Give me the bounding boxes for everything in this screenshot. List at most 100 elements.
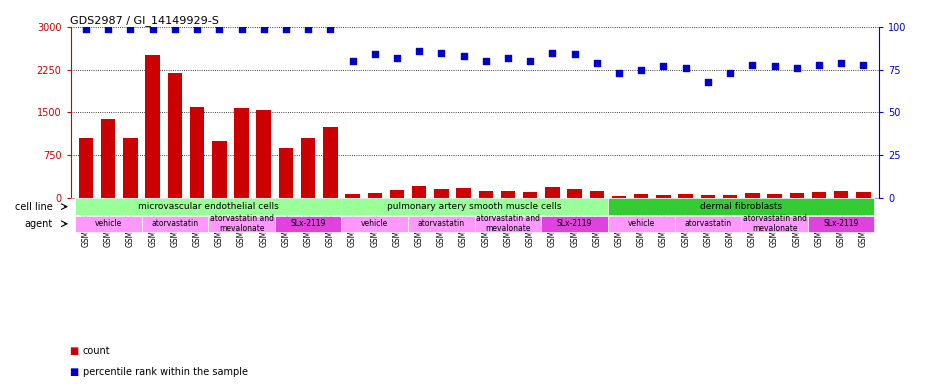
Bar bbox=[767, 194, 782, 198]
Bar bbox=[301, 138, 315, 198]
Point bbox=[145, 25, 160, 31]
Bar bbox=[723, 195, 737, 198]
Bar bbox=[234, 109, 249, 198]
Bar bbox=[589, 191, 604, 198]
Point bbox=[167, 25, 182, 31]
Bar bbox=[274, 215, 341, 232]
Bar bbox=[278, 149, 293, 198]
Bar bbox=[101, 119, 116, 198]
Bar bbox=[212, 141, 227, 198]
Text: atorvastatin and
mevalonate: atorvastatin and mevalonate bbox=[476, 214, 540, 233]
Point bbox=[278, 25, 293, 31]
Bar bbox=[341, 215, 408, 232]
Bar bbox=[475, 215, 541, 232]
Bar bbox=[75, 199, 341, 215]
Point bbox=[389, 55, 404, 61]
Text: atorvastatin: atorvastatin bbox=[417, 219, 465, 228]
Bar bbox=[478, 191, 493, 198]
Point bbox=[523, 58, 538, 64]
Bar bbox=[323, 127, 337, 198]
Text: ■: ■ bbox=[70, 346, 83, 356]
Point bbox=[589, 60, 604, 66]
Bar bbox=[75, 215, 142, 232]
Bar bbox=[608, 199, 874, 215]
Point bbox=[656, 63, 671, 70]
Bar bbox=[545, 187, 559, 198]
Text: atorvastatin and
mevalonate: atorvastatin and mevalonate bbox=[210, 214, 274, 233]
Bar bbox=[612, 196, 626, 198]
Bar bbox=[345, 194, 360, 198]
Bar bbox=[790, 193, 804, 198]
Bar bbox=[457, 189, 471, 198]
Point bbox=[678, 65, 693, 71]
Point bbox=[412, 48, 427, 54]
Point bbox=[790, 65, 805, 71]
Bar bbox=[167, 73, 182, 198]
Point bbox=[101, 25, 116, 31]
Point bbox=[834, 60, 849, 66]
Point bbox=[811, 61, 826, 68]
Bar bbox=[408, 215, 475, 232]
Bar bbox=[541, 215, 608, 232]
Bar bbox=[834, 191, 849, 198]
Text: atorvastatin: atorvastatin bbox=[151, 219, 198, 228]
Bar bbox=[634, 194, 649, 198]
Point bbox=[322, 25, 337, 31]
Bar bbox=[368, 193, 382, 198]
Bar bbox=[608, 215, 675, 232]
Bar bbox=[123, 138, 137, 198]
Bar bbox=[679, 194, 693, 198]
Bar bbox=[434, 189, 448, 198]
Point bbox=[723, 70, 738, 76]
Text: vehicle: vehicle bbox=[361, 219, 388, 228]
Bar bbox=[190, 107, 204, 198]
Point bbox=[478, 58, 494, 64]
Text: dermal fibroblasts: dermal fibroblasts bbox=[700, 202, 782, 211]
Point bbox=[612, 70, 627, 76]
Text: SLx-2119: SLx-2119 bbox=[557, 219, 592, 228]
Bar bbox=[146, 55, 160, 198]
Point bbox=[567, 51, 582, 57]
Bar bbox=[79, 138, 93, 198]
Bar bbox=[341, 199, 608, 215]
Point bbox=[301, 25, 316, 31]
Point bbox=[212, 25, 227, 31]
Bar bbox=[745, 193, 760, 198]
Point bbox=[234, 25, 249, 31]
Text: SLx-2119: SLx-2119 bbox=[290, 219, 326, 228]
Point bbox=[767, 63, 782, 70]
Bar bbox=[523, 192, 538, 198]
Point bbox=[345, 58, 360, 64]
Text: microvascular endothelial cells: microvascular endothelial cells bbox=[138, 202, 278, 211]
Text: count: count bbox=[83, 346, 110, 356]
Text: agent: agent bbox=[24, 219, 53, 229]
Text: atorvastatin: atorvastatin bbox=[684, 219, 731, 228]
Bar bbox=[856, 192, 870, 198]
Point bbox=[123, 25, 138, 31]
Bar bbox=[656, 195, 671, 198]
Bar bbox=[390, 190, 404, 198]
Point bbox=[79, 25, 94, 31]
Point bbox=[700, 79, 715, 85]
Point bbox=[545, 50, 560, 56]
Bar bbox=[257, 110, 271, 198]
Bar bbox=[700, 195, 715, 198]
Point bbox=[434, 50, 449, 56]
Point bbox=[634, 66, 649, 73]
Point bbox=[855, 61, 870, 68]
Text: atorvastatin and
mevalonate: atorvastatin and mevalonate bbox=[743, 214, 807, 233]
Text: pulmonary artery smooth muscle cells: pulmonary artery smooth muscle cells bbox=[387, 202, 562, 211]
Text: GDS2987 / GI_14149929-S: GDS2987 / GI_14149929-S bbox=[70, 15, 219, 26]
Point bbox=[368, 51, 383, 57]
Bar bbox=[807, 215, 874, 232]
Text: vehicle: vehicle bbox=[95, 219, 122, 228]
Point bbox=[190, 25, 205, 31]
Bar bbox=[675, 215, 742, 232]
Bar bbox=[412, 186, 427, 198]
Text: vehicle: vehicle bbox=[628, 219, 655, 228]
Point bbox=[456, 53, 471, 59]
Bar bbox=[501, 191, 515, 198]
Text: SLx-2119: SLx-2119 bbox=[823, 219, 859, 228]
Bar bbox=[208, 215, 274, 232]
Point bbox=[744, 61, 760, 68]
